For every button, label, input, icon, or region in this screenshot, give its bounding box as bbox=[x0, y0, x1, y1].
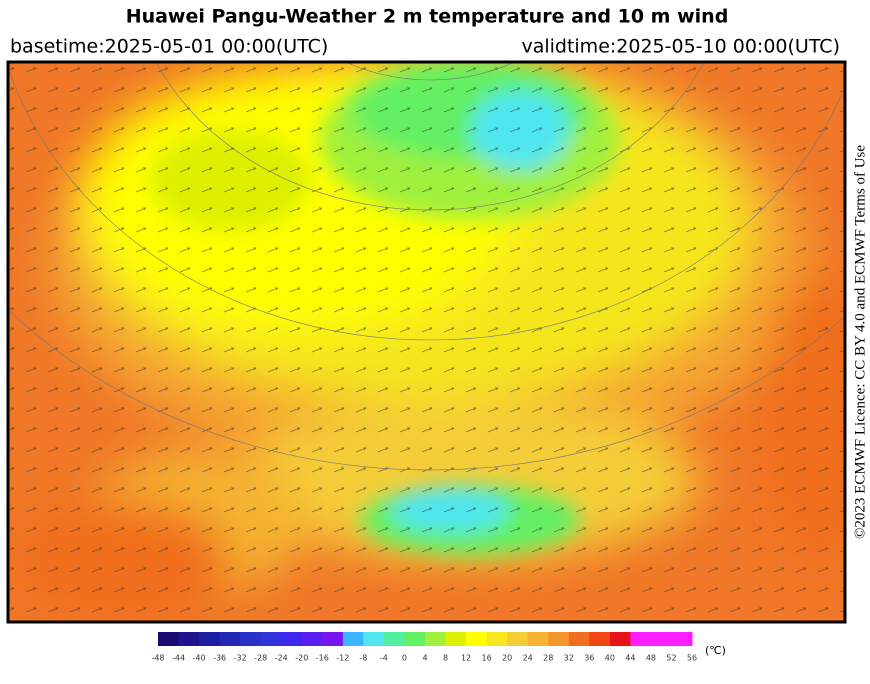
colorbar-tick-label: -4 bbox=[380, 654, 388, 663]
colorbar-segment bbox=[178, 632, 200, 646]
license: ©2023 ECMWF Licence: CC BY 4.0 and ECMWF… bbox=[852, 145, 868, 539]
colorbar-segment bbox=[281, 632, 303, 646]
colorbar-segment bbox=[342, 632, 364, 646]
colorbar-segment bbox=[301, 632, 323, 646]
colorbar-segment bbox=[425, 632, 447, 646]
colorbar-segment bbox=[650, 632, 672, 646]
colorbar-segment bbox=[589, 632, 611, 646]
colorbar-segment bbox=[240, 632, 262, 646]
colorbar-tick-label: 44 bbox=[625, 654, 635, 663]
colorbar-segment bbox=[507, 632, 529, 646]
colorbar-unit: (℃) bbox=[705, 644, 726, 657]
colorbar-tick-label: -28 bbox=[254, 654, 267, 663]
colorbar-segment bbox=[527, 632, 549, 646]
colorbar-tick-label: -40 bbox=[193, 654, 206, 663]
colorbar-segment bbox=[630, 632, 652, 646]
colorbar-tick-label: 28 bbox=[543, 654, 553, 663]
colorbar-tick-label: 16 bbox=[482, 654, 492, 663]
colorbar-segment bbox=[486, 632, 508, 646]
colorbar-segment bbox=[383, 632, 405, 646]
colorbar-segment bbox=[158, 632, 180, 646]
colorbar-segment bbox=[219, 632, 241, 646]
colorbar-tick-label: 40 bbox=[605, 654, 615, 663]
colorbar-tick-label: 12 bbox=[461, 654, 471, 663]
colorbar-tick-label: 52 bbox=[666, 654, 676, 663]
colorbar-tick-label: -12 bbox=[336, 654, 349, 663]
basetime: basetime:2025-05-01 00:00(UTC) bbox=[10, 36, 328, 58]
colorbar-tick-label: 24 bbox=[523, 654, 533, 663]
colorbar-tick-label: 56 bbox=[687, 654, 697, 663]
colorbar-segment bbox=[671, 632, 693, 646]
colorbar-tick-label: 0 bbox=[402, 654, 407, 663]
colorbar-tick-label: 48 bbox=[646, 654, 656, 663]
colorbar-tick-label: -36 bbox=[213, 654, 226, 663]
colorbar-tick-label: -20 bbox=[295, 654, 308, 663]
colorbar-tick-label: -24 bbox=[275, 654, 288, 663]
colorbar: -48 -44 -40 -36 -32 -28 -24 -20 -16 -12 -8 -4 0 4 8 12 1… bbox=[151, 632, 697, 663]
map-frame bbox=[6, 60, 847, 624]
map bbox=[8, 62, 845, 622]
colorbar-tick-label: 4 bbox=[422, 654, 427, 663]
title: Huawei Pangu-Weather 2 m temperature and… bbox=[126, 6, 729, 28]
colorbar-segment bbox=[260, 632, 282, 646]
colorbar-tick-label: -8 bbox=[359, 654, 367, 663]
colorbar-tick-label: 36 bbox=[584, 654, 594, 663]
colorbar-tick-label: -16 bbox=[316, 654, 329, 663]
colorbar-segment bbox=[199, 632, 221, 646]
colorbar-tick-label: -32 bbox=[234, 654, 247, 663]
colorbar-segment bbox=[548, 632, 570, 646]
colorbar-segment bbox=[363, 632, 385, 646]
colorbar-tick-label: -48 bbox=[151, 654, 164, 663]
colorbar-segment bbox=[609, 632, 631, 646]
colorbar-segment bbox=[445, 632, 467, 646]
validtime: validtime:2025-05-10 00:00(UTC) bbox=[521, 36, 840, 58]
colorbar-segment bbox=[466, 632, 488, 646]
colorbar-tick-label: 20 bbox=[502, 654, 512, 663]
colorbar-tick-label: 32 bbox=[564, 654, 574, 663]
colorbar-segment bbox=[568, 632, 590, 646]
colorbar-tick-label: 8 bbox=[443, 654, 448, 663]
colorbar-segment bbox=[322, 632, 344, 646]
colorbar-tick-label: -44 bbox=[172, 654, 185, 663]
colorbar-segment bbox=[404, 632, 426, 646]
